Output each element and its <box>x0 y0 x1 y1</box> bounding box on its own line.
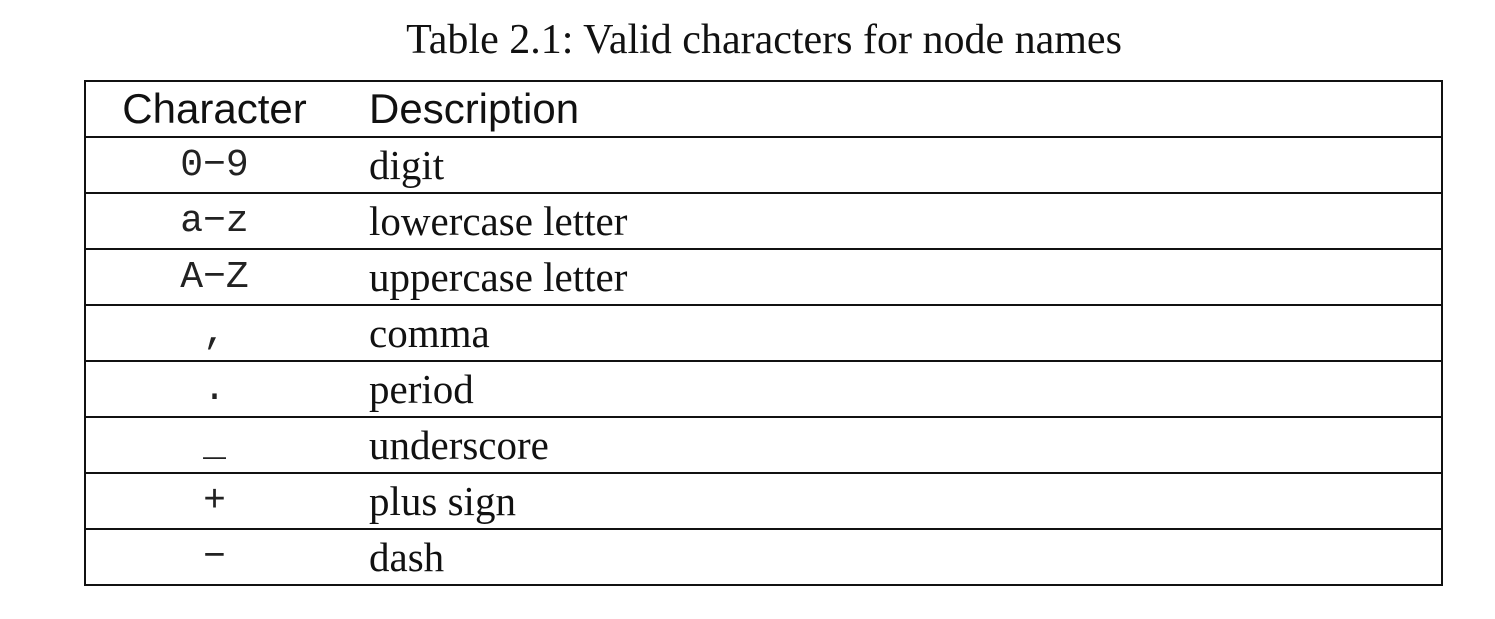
table-row: − dash <box>84 528 1443 586</box>
character-cell: _ <box>84 416 343 474</box>
description-cell: dash <box>343 528 1443 586</box>
description-cell: lowercase letter <box>343 192 1443 250</box>
table-row: . period <box>84 360 1443 418</box>
table-row: a−z lowercase letter <box>84 192 1443 250</box>
table-row: , comma <box>84 304 1443 362</box>
table-row: _ underscore <box>84 416 1443 474</box>
table-row: A−Z uppercase letter <box>84 248 1443 306</box>
description-cell: comma <box>343 304 1443 362</box>
character-cell: A−Z <box>84 248 343 306</box>
column-header-description: Description <box>343 80 1443 138</box>
character-cell: , <box>84 304 343 362</box>
table-row: 0−9 digit <box>84 136 1443 194</box>
description-cell: uppercase letter <box>343 248 1443 306</box>
table-caption: Table 2.1: Valid characters for node nam… <box>406 17 1122 63</box>
description-cell: digit <box>343 136 1443 194</box>
description-cell: period <box>343 360 1443 418</box>
table-header-row: Character Description <box>84 80 1443 138</box>
description-cell: underscore <box>343 416 1443 474</box>
valid-characters-table: Character Description 0−9 digit a−z lowe… <box>84 80 1443 586</box>
character-cell: + <box>84 472 343 530</box>
character-cell: 0−9 <box>84 136 343 194</box>
character-cell: . <box>84 360 343 418</box>
description-cell: plus sign <box>343 472 1443 530</box>
table-row: + plus sign <box>84 472 1443 530</box>
character-cell: a−z <box>84 192 343 250</box>
column-header-character: Character <box>84 80 343 138</box>
character-cell: − <box>84 528 343 586</box>
